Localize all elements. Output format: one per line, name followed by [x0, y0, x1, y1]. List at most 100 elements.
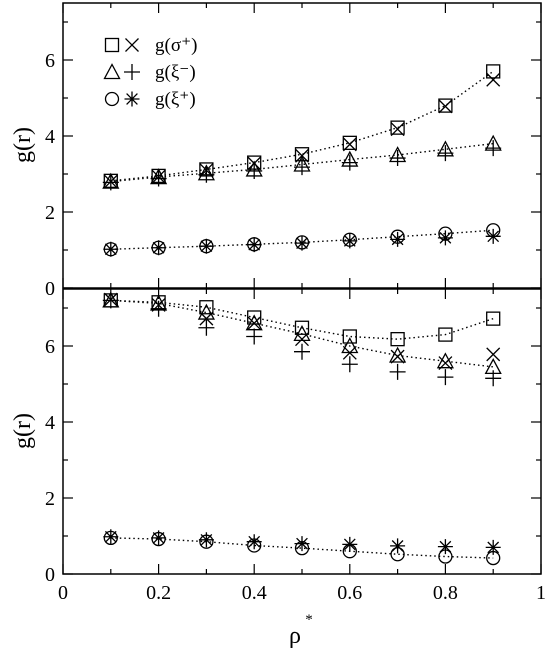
top-point-star — [198, 238, 214, 254]
top-series-line-triangle — [110, 142, 494, 183]
bottom-point-plus — [102, 292, 119, 309]
bottom-y-tick-label: 0 — [45, 564, 55, 586]
bottom-series-line-square — [110, 299, 494, 340]
top-point-star — [390, 231, 406, 247]
legend-marker-circle — [104, 91, 120, 107]
x-axis-label-base: ρ — [289, 623, 301, 649]
bottom-point-star — [246, 534, 262, 550]
bottom-series-plus — [102, 292, 502, 387]
top-point-plus — [102, 174, 119, 191]
bottom-series-star — [103, 529, 501, 555]
legend-entry: g(ξ⁻) — [103, 62, 196, 83]
bottom-point-star — [103, 529, 119, 545]
top-point-plus — [198, 166, 215, 183]
x-tick-label: 1 — [536, 582, 545, 604]
bottom-series-square — [103, 293, 501, 347]
top-y-tick-label: 4 — [45, 126, 55, 148]
top-point-square — [294, 147, 310, 162]
top-panel: 0 2 4 6 g(σ⁺) g(ξ⁻) g(ξ⁺) — [45, 2, 542, 300]
top-point-x — [390, 122, 405, 137]
top-point-plus — [294, 159, 310, 176]
bottom-point-star — [198, 532, 214, 548]
bottom-point-star — [437, 539, 453, 555]
bottom-point-square — [199, 300, 214, 315]
x-tick-label: 0 — [58, 582, 68, 604]
bottom-y-axis-label: g(r) — [10, 413, 36, 449]
top-point-star — [485, 228, 501, 244]
bottom-point-triangle — [293, 324, 311, 341]
top-series-star — [103, 228, 501, 257]
bottom-point-plus — [341, 356, 358, 373]
legend-marker-triangle — [103, 63, 121, 80]
x-tick-label: 0.8 — [433, 582, 458, 604]
bottom-point-plus — [437, 369, 454, 386]
top-point-plus — [341, 154, 358, 171]
top-point-plus — [389, 150, 406, 167]
top-point-plus — [246, 162, 263, 179]
legend-label: g(ξ⁻) — [155, 62, 196, 83]
bottom-y-tick-label: 6 — [45, 336, 55, 358]
bottom-point-plus — [389, 363, 406, 380]
x-axis-label-superscript: * — [305, 612, 313, 628]
bottom-point-plus — [150, 300, 167, 317]
bottom-series-line-circle — [110, 537, 494, 559]
bottom-panel: 0 2 4 6 0 0.2 0.4 0.6 0.8 1 — [45, 288, 545, 604]
bottom-point-triangle — [341, 337, 359, 354]
bottom-point-triangle — [197, 303, 215, 320]
top-point-square — [438, 98, 453, 113]
bottom-point-square — [438, 327, 453, 342]
top-point-star — [342, 233, 358, 249]
top-point-x — [486, 72, 501, 87]
top-point-star — [246, 237, 262, 253]
top-point-square — [390, 120, 405, 135]
bottom-point-triangle — [436, 352, 454, 369]
top-y-tick-label: 2 — [45, 202, 55, 224]
legend-entry: g(σ⁺) — [104, 35, 197, 56]
top-series-line-square — [110, 70, 494, 182]
bottom-point-star — [151, 530, 167, 546]
bottom-point-x — [247, 316, 262, 331]
top-y-tick-label: 6 — [45, 50, 55, 72]
bottom-series-line-triangle — [110, 299, 494, 368]
bottom-point-x — [486, 347, 501, 362]
bottom-point-star — [390, 538, 406, 554]
top-point-x — [342, 137, 357, 152]
x-axis-label: ρ * — [289, 612, 313, 649]
bottom-point-x — [390, 349, 405, 364]
bottom-point-star — [294, 536, 310, 552]
top-series-plus — [102, 140, 502, 191]
top-point-star — [437, 230, 453, 246]
bottom-point-plus — [198, 319, 215, 336]
top-point-plus — [485, 140, 502, 157]
top-point-star — [294, 235, 310, 251]
legend-label: g(ξ⁺) — [155, 89, 196, 110]
x-tick-label: 0.6 — [337, 582, 362, 604]
legend-marker-x — [125, 38, 139, 52]
legend-marker-square — [104, 37, 120, 53]
bottom-point-star — [342, 536, 358, 552]
bottom-series-triangle — [102, 291, 502, 375]
top-point-plus — [150, 170, 167, 187]
bottom-y-tick-label: 2 — [45, 488, 55, 510]
legend-entry: g(ξ⁺) — [104, 89, 196, 110]
top-point-star — [151, 240, 167, 256]
legend-label: g(σ⁺) — [155, 35, 197, 56]
bottom-y-tick-label: 4 — [45, 412, 55, 434]
legend-marker-plus — [124, 64, 140, 80]
top-point-square — [342, 135, 357, 150]
top-point-x — [438, 99, 453, 114]
bottom-point-plus — [246, 328, 263, 345]
bottom-point-star — [485, 539, 501, 555]
bottom-plot-frame — [62, 288, 542, 575]
x-tick-label: 0.4 — [242, 582, 267, 604]
top-y-axis-label: g(r) — [10, 127, 36, 163]
top-y-tick-label: 0 — [45, 278, 55, 300]
bottom-point-square — [390, 332, 405, 347]
top-point-plus — [437, 145, 454, 162]
top-point-star — [103, 241, 119, 257]
bottom-point-plus — [485, 370, 502, 387]
bottom-point-square — [342, 329, 357, 344]
legend: g(σ⁺) g(ξ⁻) g(ξ⁺) — [103, 35, 197, 110]
x-tick-label: 0.2 — [146, 582, 171, 604]
